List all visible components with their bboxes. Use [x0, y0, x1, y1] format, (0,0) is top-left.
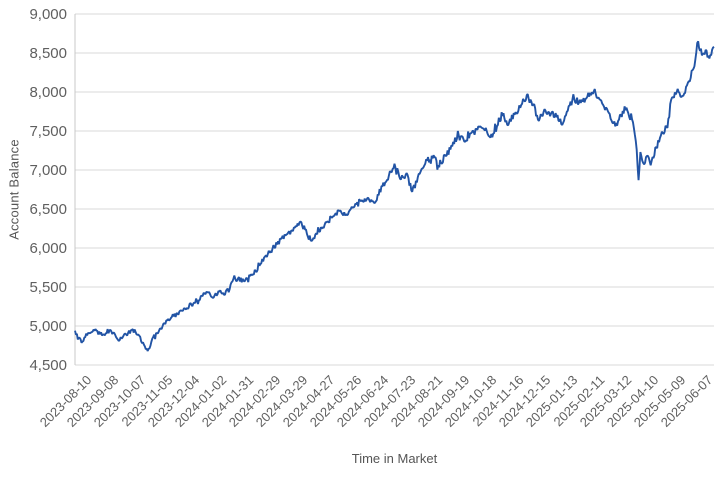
x-axis-title: Time in Market [351, 451, 438, 466]
y-tick-label: 6,000 [29, 240, 67, 257]
y-tick-label: 6,500 [29, 201, 67, 218]
y-tick-label: 7,000 [29, 162, 67, 179]
y-axis-title: Account Balance [6, 139, 22, 240]
account-balance-line [74, 40, 715, 352]
y-tick-label: 5,500 [29, 279, 67, 296]
y-tick-label: 7,500 [29, 123, 67, 140]
y-tick-label: 9,000 [29, 6, 67, 23]
y-tick-label: 4,500 [29, 357, 67, 374]
y-tick-label: 8,500 [29, 45, 67, 62]
y-tick-label: 8,000 [29, 84, 67, 101]
y-tick-label: 5,000 [29, 318, 67, 335]
